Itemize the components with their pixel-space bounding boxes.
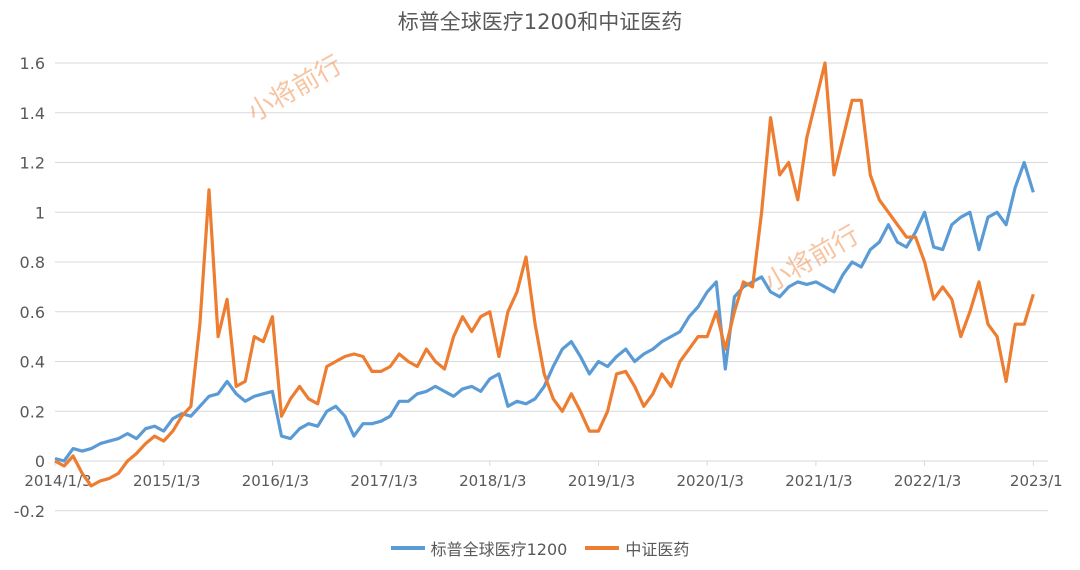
x-tick-label: 2021/1/3 — [785, 472, 852, 490]
chart-title: 标普全球医疗1200和中证医药 — [397, 10, 683, 34]
y-tick-label: 0.4 — [20, 353, 45, 372]
legend: 标普全球医疗1200 中证医药 — [0, 536, 1080, 560]
x-tick-label: 2018/1/3 — [459, 472, 526, 490]
x-tick-label: 2016/1/3 — [242, 472, 309, 490]
y-tick-label: 0.6 — [20, 303, 45, 322]
y-tick-label: -0.2 — [14, 502, 45, 521]
x-tick-label: 2019/1/3 — [568, 472, 635, 490]
x-tick-label: 2014/1/3 — [24, 472, 91, 490]
legend-label: 标普全球医疗1200 — [430, 540, 568, 559]
y-tick-label: 1.6 — [20, 54, 45, 73]
x-tick-label: 2020/1/3 — [677, 472, 744, 490]
y-tick-label: 0.2 — [20, 402, 45, 421]
y-tick-label: 1.2 — [20, 154, 45, 173]
series-line-csi-pharma — [54, 61, 1035, 488]
y-tick-label: 0.8 — [20, 253, 45, 272]
legend-swatch — [585, 546, 620, 550]
y-tick-label: 1.4 — [20, 104, 45, 123]
x-tick-label: 2015/1/3 — [133, 472, 200, 490]
x-tick-label: 2023/1 — [1010, 472, 1063, 490]
y-tick-label: 1 — [35, 203, 45, 222]
legend-label: 中证医药 — [625, 540, 690, 559]
x-tick-label: 2022/1/3 — [894, 472, 961, 490]
y-tick-label: 0 — [35, 452, 45, 471]
legend-item-sp-global-healthcare: 标普全球医疗1200 — [390, 536, 568, 560]
legend-swatch — [390, 546, 425, 550]
x-tick-label: 2017/1/3 — [350, 472, 417, 490]
legend-item-csi-pharma: 中证医药 — [585, 536, 689, 560]
